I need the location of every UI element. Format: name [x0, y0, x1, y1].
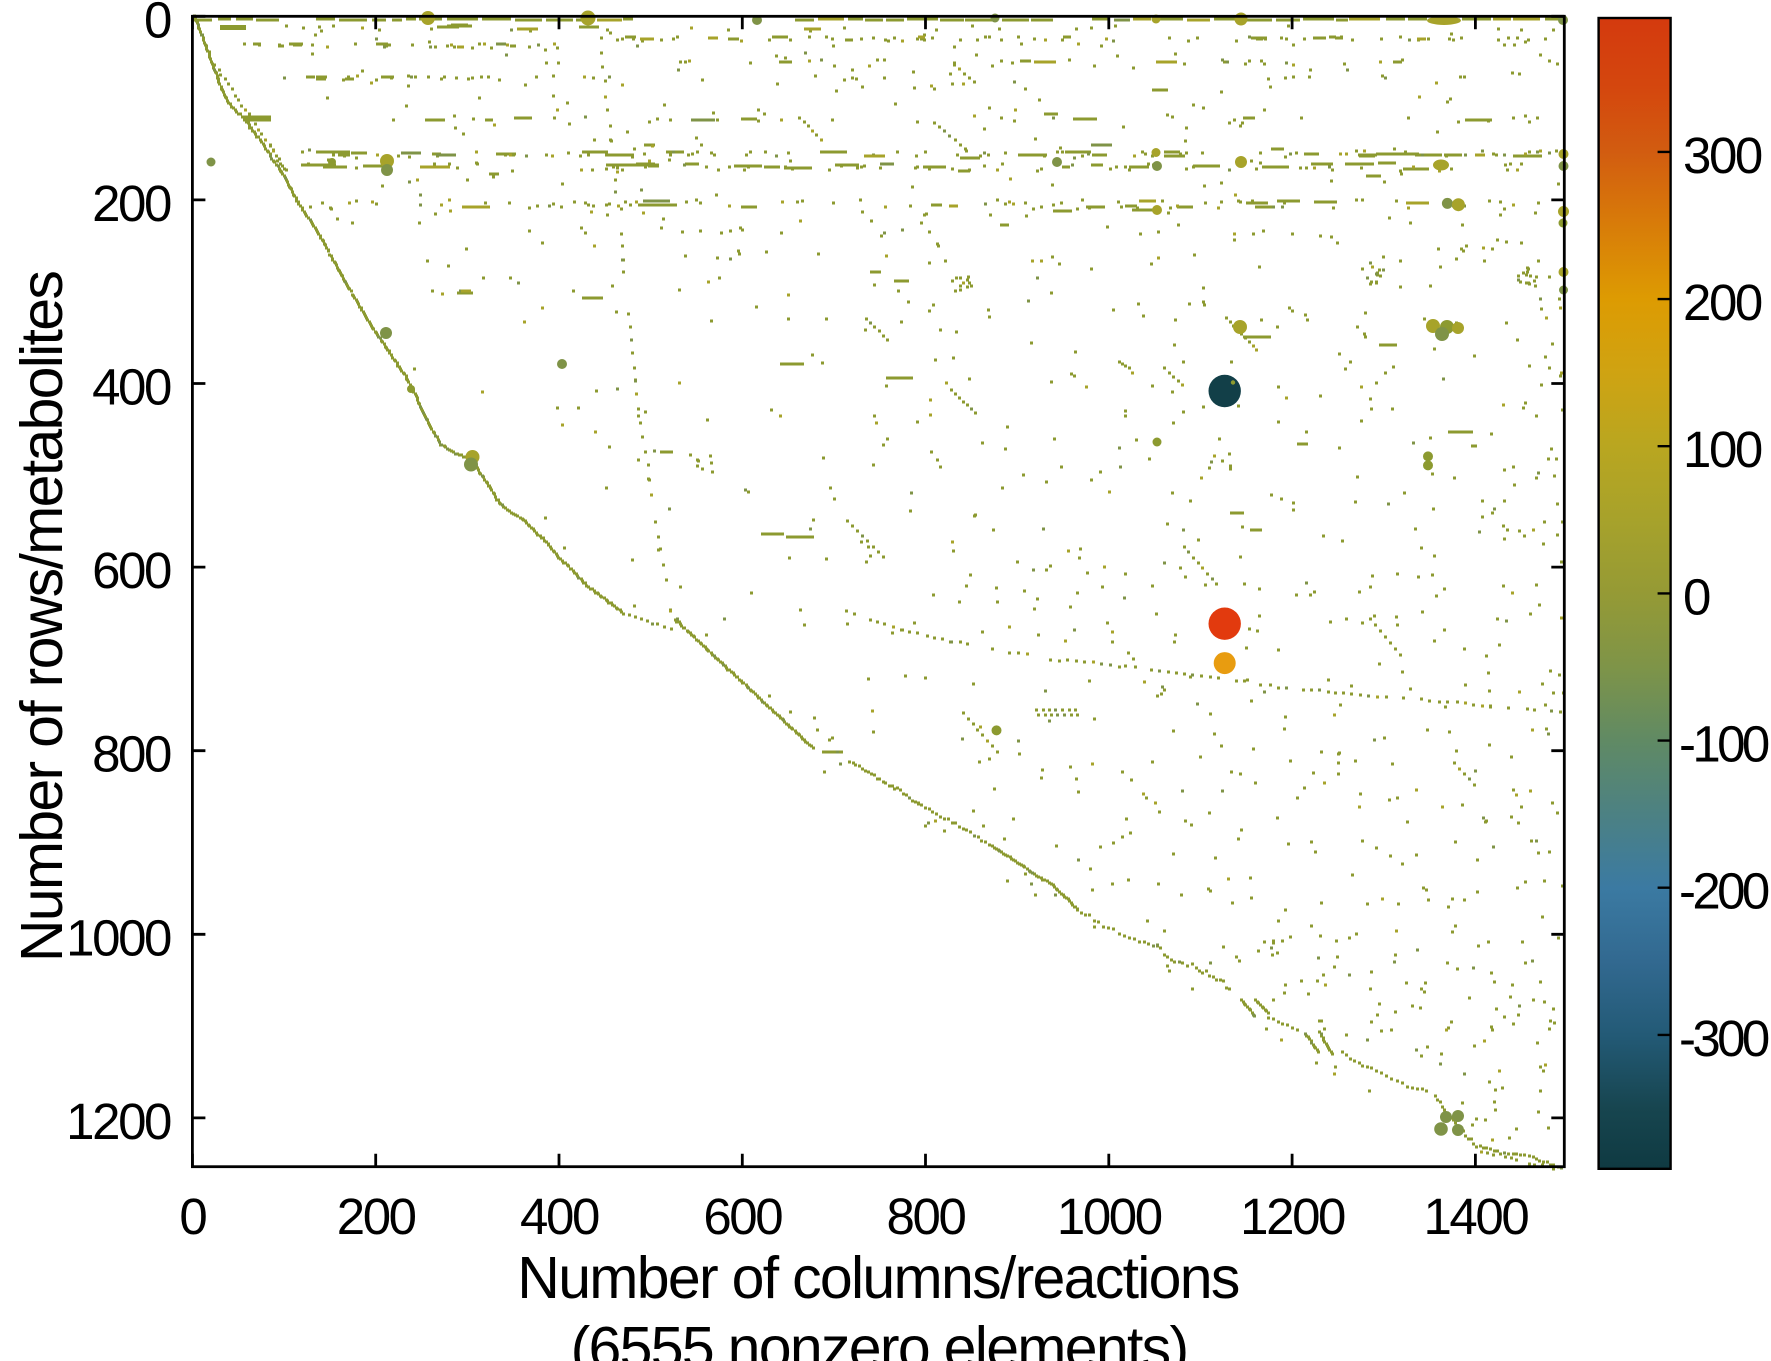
svg-text:400: 400 — [92, 359, 171, 416]
svg-text:200: 200 — [337, 1188, 416, 1245]
svg-text:0: 0 — [144, 0, 171, 48]
svg-text:800: 800 — [887, 1188, 966, 1245]
svg-text:(6555 nonzero elements): (6555 nonzero elements) — [571, 1315, 1188, 1361]
svg-text:-300: -300 — [1679, 1010, 1769, 1067]
svg-text:0: 0 — [1683, 568, 1710, 625]
svg-text:100: 100 — [1683, 421, 1762, 478]
svg-text:1200: 1200 — [1240, 1188, 1345, 1245]
svg-text:1400: 1400 — [1423, 1188, 1528, 1245]
svg-text:Number of rows/metabolites: Number of rows/metabolites — [9, 272, 75, 963]
svg-text:0: 0 — [179, 1188, 206, 1245]
svg-text:200: 200 — [1683, 274, 1762, 331]
svg-text:1000: 1000 — [1057, 1188, 1162, 1245]
svg-text:1200: 1200 — [66, 1093, 171, 1150]
svg-text:600: 600 — [703, 1188, 782, 1245]
svg-text:200: 200 — [92, 175, 171, 232]
svg-text:300: 300 — [1683, 127, 1762, 184]
svg-text:-100: -100 — [1679, 716, 1769, 773]
svg-text:800: 800 — [92, 726, 171, 783]
svg-text:600: 600 — [92, 542, 171, 599]
svg-text:400: 400 — [520, 1188, 599, 1245]
svg-text:1000: 1000 — [66, 909, 171, 966]
svg-text:Number of columns/reactions: Number of columns/reactions — [517, 1245, 1239, 1311]
svg-text:-200: -200 — [1679, 863, 1769, 920]
